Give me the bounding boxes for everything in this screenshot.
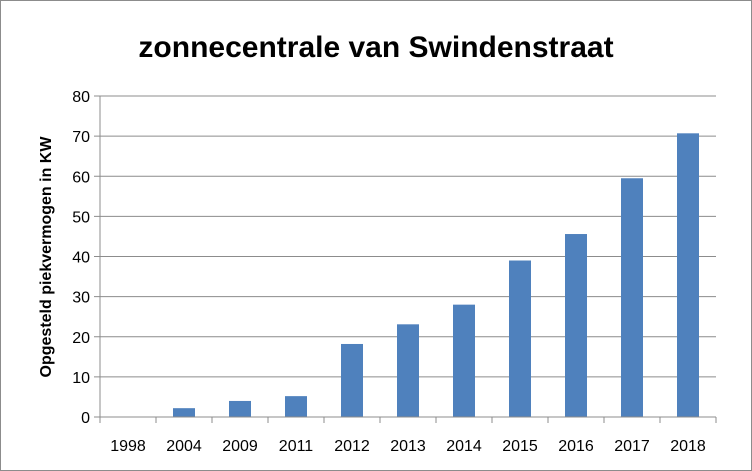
y-tick-label: 30 xyxy=(72,290,90,307)
y-tick-label: 80 xyxy=(72,89,90,106)
bar-2016 xyxy=(565,234,587,417)
y-tick-label: 60 xyxy=(72,169,90,186)
chart-title: zonnecentrale van Swindenstraat xyxy=(138,31,613,64)
bar-2009 xyxy=(229,400,251,417)
x-tick-label: 2012 xyxy=(334,438,370,455)
y-tick-label: 0 xyxy=(81,410,90,427)
y-axis-label: Opgesteld piekvermogen in KW xyxy=(38,136,55,378)
gridlines xyxy=(94,95,717,423)
x-tick-labels: 1998 2004 2009 2011 2012 2013 2014 2015 2016 2017… xyxy=(110,438,706,455)
x-tick-label: 2004 xyxy=(166,438,202,455)
x-tick-label: 2015 xyxy=(502,438,538,455)
bar-2015 xyxy=(509,260,531,417)
axes xyxy=(99,96,716,418)
bar-2018 xyxy=(677,133,699,417)
x-tick-label: 2016 xyxy=(558,438,594,455)
x-tick-label: 2009 xyxy=(222,438,258,455)
bar-2004 xyxy=(173,408,195,417)
y-tick-labels: 0 10 20 30 40 50 60 70 80 xyxy=(72,89,90,427)
y-tick-label: 20 xyxy=(72,330,90,347)
y-tick-label: 70 xyxy=(72,129,90,146)
x-tick-label: 2011 xyxy=(279,438,314,455)
x-tick-label: 2017 xyxy=(614,438,650,455)
y-tick-label: 10 xyxy=(72,370,90,387)
x-tick-label: 2014 xyxy=(446,438,482,455)
y-tick-label: 40 xyxy=(72,250,90,267)
bar-2011 xyxy=(285,396,307,417)
bar-2013 xyxy=(397,324,419,417)
bar-2014 xyxy=(453,304,475,417)
y-tick-label: 50 xyxy=(72,209,90,226)
bar-2012 xyxy=(341,343,363,417)
x-tick-label: 2018 xyxy=(670,438,706,455)
x-tick-label: 1998 xyxy=(110,438,146,455)
x-tick-label: 2013 xyxy=(390,438,426,455)
bar-2017 xyxy=(621,178,643,417)
bars xyxy=(117,133,699,417)
